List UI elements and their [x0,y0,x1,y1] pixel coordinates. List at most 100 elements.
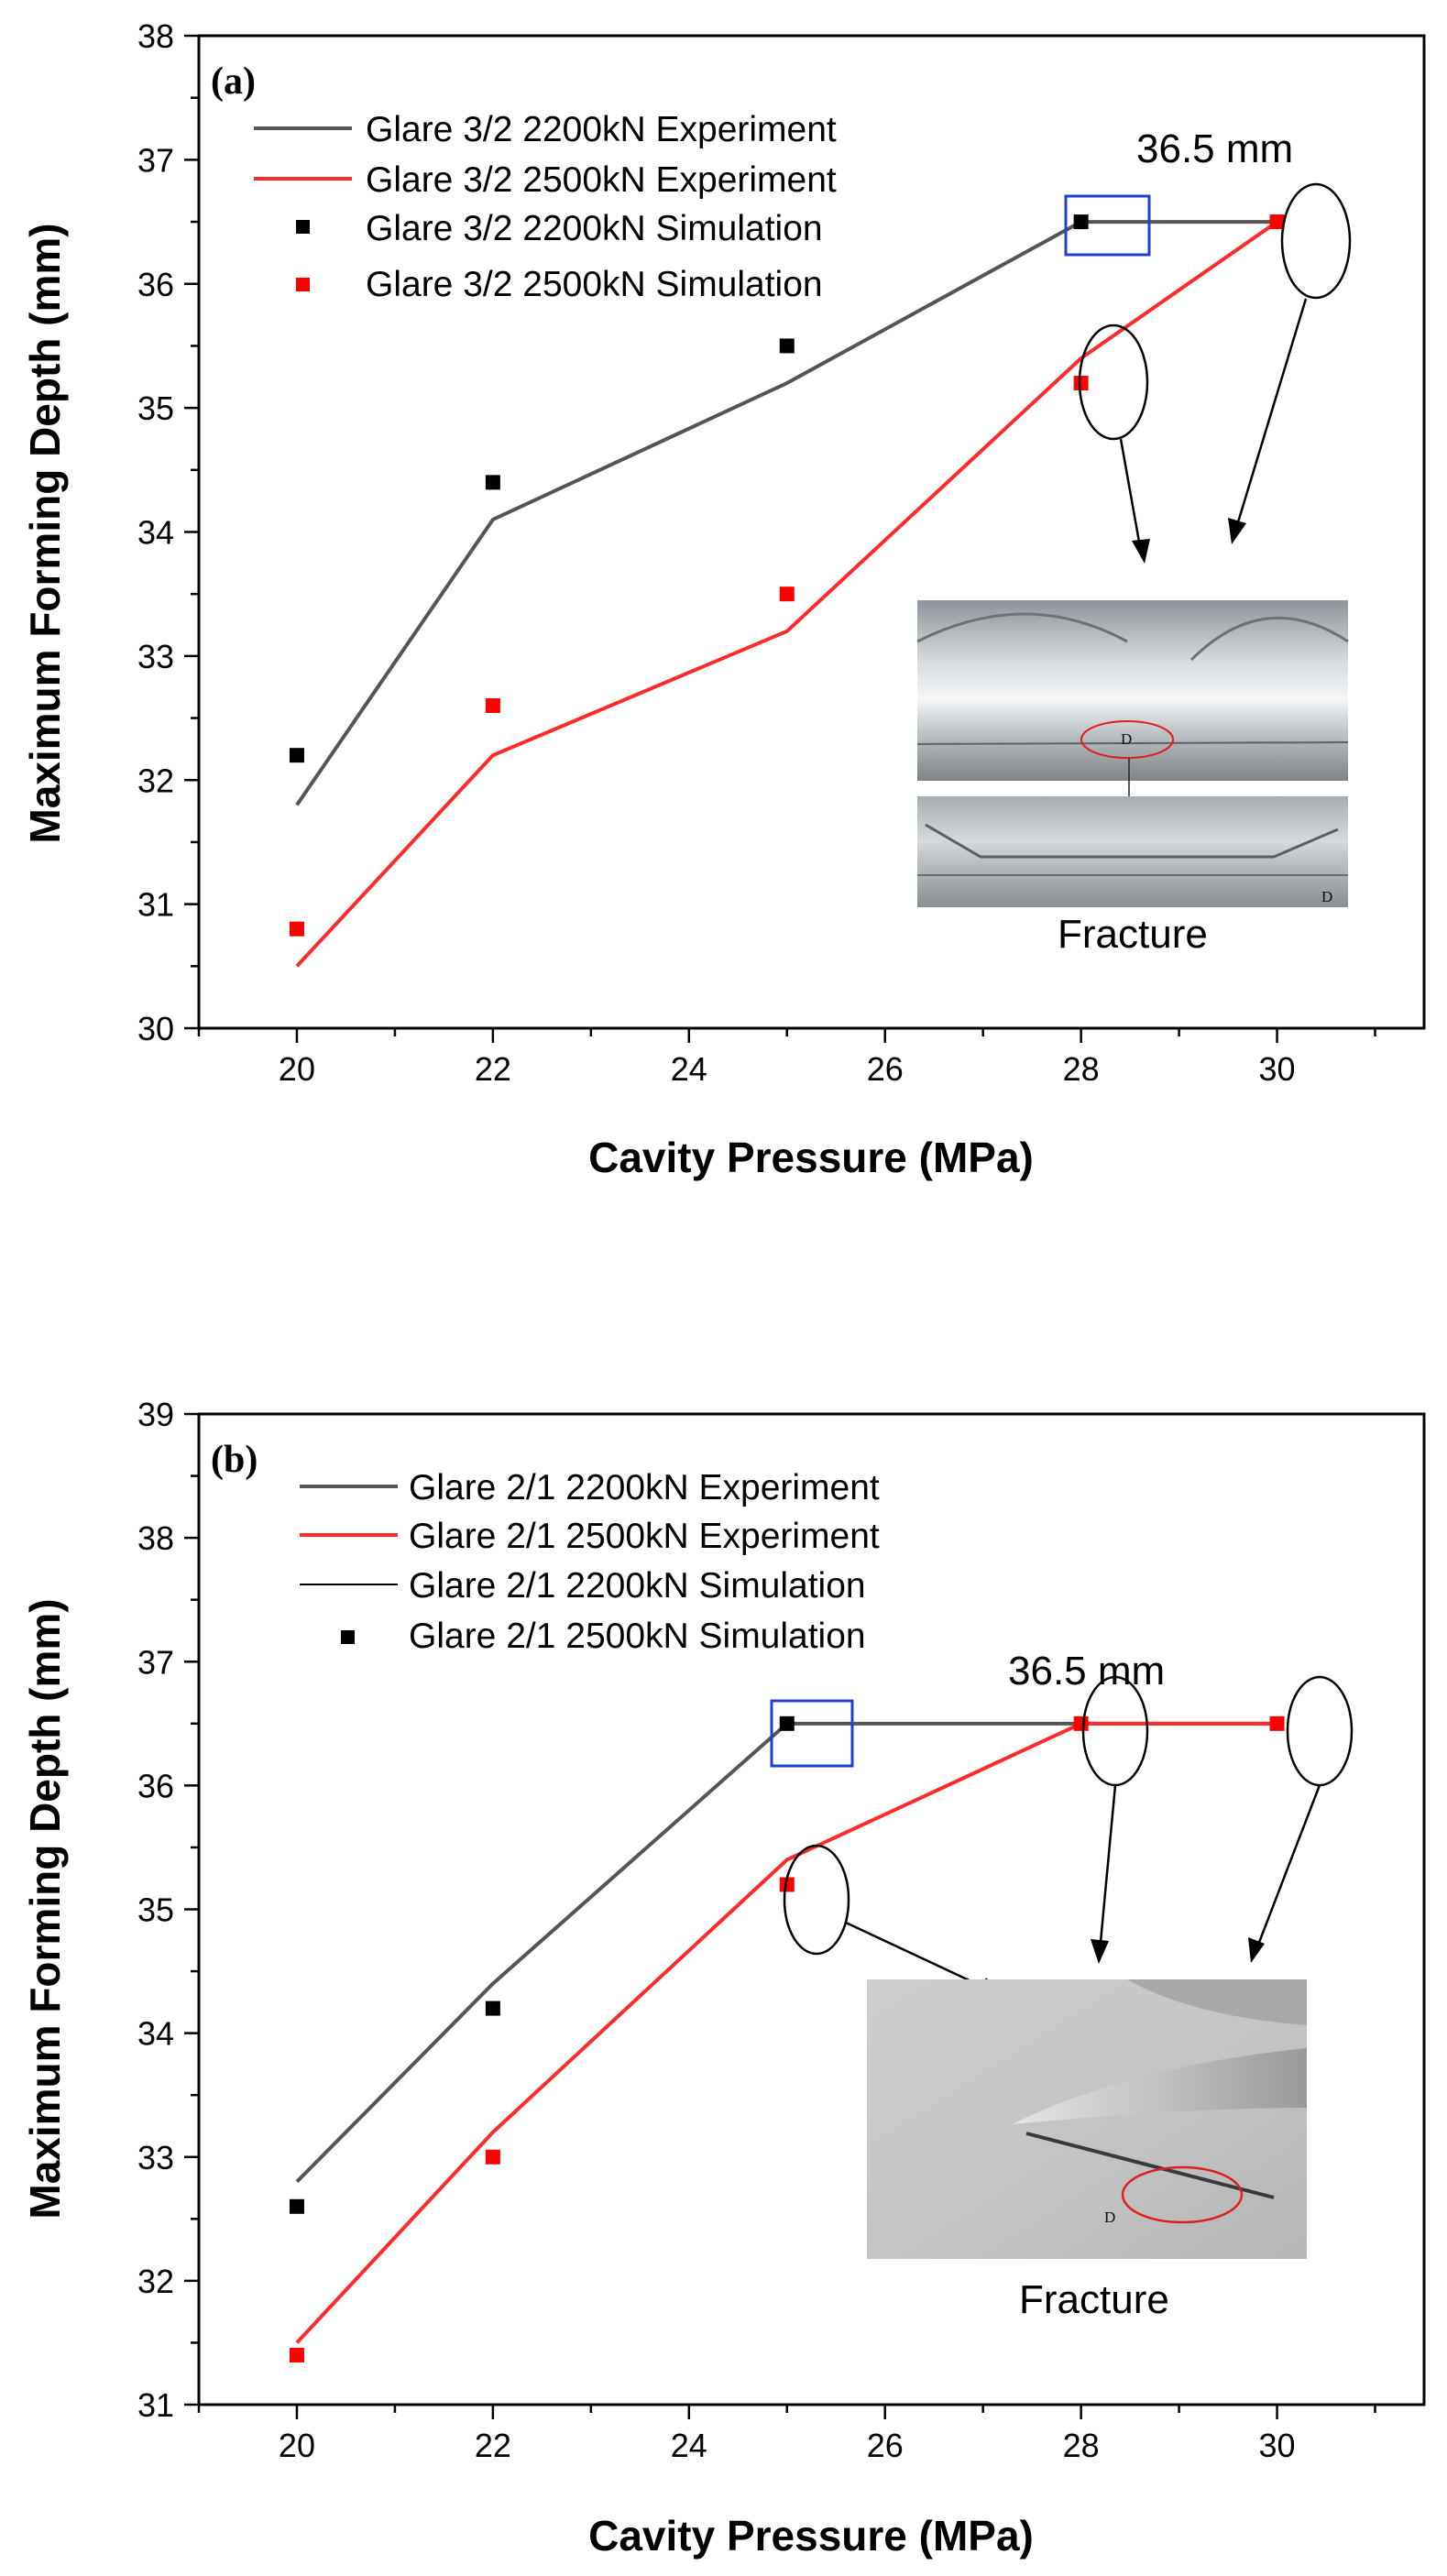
highlight-box [1064,194,1151,257]
data-point [1073,214,1089,230]
photo-red-ellipse [1121,2165,1244,2224]
callout-ellipse [1078,323,1149,441]
photo-detail [1189,616,1349,662]
callout-ellipse [1280,182,1352,300]
photo [867,1979,1307,2259]
y-tick-label: 37 [137,1643,174,1681]
fracture-label: Fracture [1058,912,1208,957]
legend-marker-2500-sim [341,1630,355,1644]
y-tick-label: 31 [137,886,174,924]
x-tick-label: 30 [1259,1050,1296,1088]
callout-arrow [1119,438,1144,558]
data-point [1073,376,1089,391]
photo-detail [925,823,1339,859]
y-tick-label: 36 [137,266,174,303]
x-axis-title: Cavity Pressure (MPa) [588,2512,1034,2560]
x-axis-title: Cavity Pressure (MPa) [588,1134,1034,1181]
data-point [289,2347,304,2362]
callout-arrow [845,1921,992,1992]
data-point [485,475,500,490]
y-tick-label: 36 [137,1767,174,1804]
photo-marker: D [1321,888,1332,905]
data-point [289,2198,304,2214]
callout-arrow [1233,298,1308,535]
legend-label: Glare 2/1 2500kN Experiment [409,1517,880,1556]
chart-panel-a: 20 22 24 26 28 30 30 31 32 33 34 35 36 37 38 Maximum F… [21,17,1426,1181]
data-point [485,698,500,714]
photo-red-ellipse [1080,720,1174,759]
data-point [289,748,304,763]
fracture-label: Fracture [1019,2277,1169,2322]
photo-marker: D [1121,730,1132,748]
x-tick-label: 26 [867,1050,904,1088]
y-tick-label: 35 [137,389,174,427]
fracture-photo: D Fracture [867,1979,1307,2322]
x-tick-label: 22 [475,1050,511,1088]
x-tick-label: 20 [279,1050,315,1088]
data-point [779,586,795,602]
data-series [289,214,1285,968]
depth-annotation: 36.5 mm [1008,1649,1165,1694]
y-axis-title: Maximum Forming Depth (mm) [21,223,69,843]
legend-label: Glare 3/2 2200kN Simulation [366,209,823,248]
photo-detail [1013,2048,1307,2124]
legend-label: Glare 2/1 2200kN Experiment [409,1468,880,1507]
y-axis-title: Maximum Forming Depth (mm) [21,1598,69,2219]
arrow-head [1091,1939,1109,1964]
legend-label: Glare 3/2 2500kN Simulation [366,265,823,304]
legend: Glare 2/1 2200kN Experiment Glare 2/1 25… [300,1468,880,1656]
data-point [1269,214,1285,230]
y-tick-label: 31 [137,2386,174,2424]
axes: 20 22 24 26 28 30 30 31 32 33 34 35 36 37 38 [137,17,1376,1088]
y-tick-label: 30 [137,1010,174,1047]
callout-ellipse [783,1844,850,1956]
panel-label: (a) [211,60,256,103]
arrow-head [1248,1937,1265,1963]
x-tick-label: 22 [475,2427,511,2464]
arrow-head [1228,518,1246,544]
photo-detail [1025,2132,1275,2199]
data-point [289,921,304,937]
fracture-photo: D D Fracture [916,600,1349,957]
x-tick-label: 24 [671,1050,707,1088]
x-tick-label: 28 [1063,1050,1100,1088]
highlight-box [770,1699,854,1768]
depth-annotation: 36.5 mm [1136,126,1293,171]
data-point [779,1716,795,1731]
legend-label: Glare 2/1 2200kN Simulation [409,1566,866,1606]
photo-detail [916,741,1349,745]
data-point [779,1877,795,1892]
y-tick-label: 32 [137,2263,174,2300]
chart-panel-b: 20 22 24 26 28 30 31 32 33 34 35 36 37 38 39 Maximum F… [21,1396,1426,2560]
x-tick-label: 20 [279,2427,315,2464]
legend-label: Glare 3/2 2200kN Experiment [366,110,837,149]
y-tick-label: 34 [137,2015,174,2053]
data-point [485,2149,500,2165]
y-tick-label: 32 [137,762,174,799]
y-tick-label: 33 [137,638,174,675]
y-tick-label: 38 [137,17,174,55]
arrow-head [1132,539,1150,564]
y-tick-label: 38 [137,1519,174,1557]
callout-ellipse [1286,1675,1354,1787]
callout-arrow [1098,1784,1117,1953]
y-tick-label: 37 [137,141,174,179]
x-tick-label: 24 [671,2427,707,2464]
y-tick-label: 33 [137,2139,174,2176]
photo-marker: D [1104,2209,1115,2226]
legend-label: Glare 3/2 2500kN Experiment [366,160,837,200]
legend-label: Glare 2/1 2500kN Simulation [409,1617,866,1656]
data-point [1269,1716,1285,1731]
photo-detail [1127,1979,1307,2025]
data-point [1073,1716,1089,1731]
photo-top [917,600,1348,781]
data-point [485,2001,500,2016]
callout-arrow [1254,1784,1321,1953]
annotations: 36.5 mm [1064,126,1352,564]
y-tick-label: 35 [137,1891,174,1929]
x-tick-label: 26 [867,2427,904,2464]
legend: Glare 3/2 2200kN Experiment Glare 3/2 25… [254,110,837,304]
x-tick-label: 28 [1063,2427,1100,2464]
data-point [779,338,795,354]
photo-bottom [917,796,1348,907]
